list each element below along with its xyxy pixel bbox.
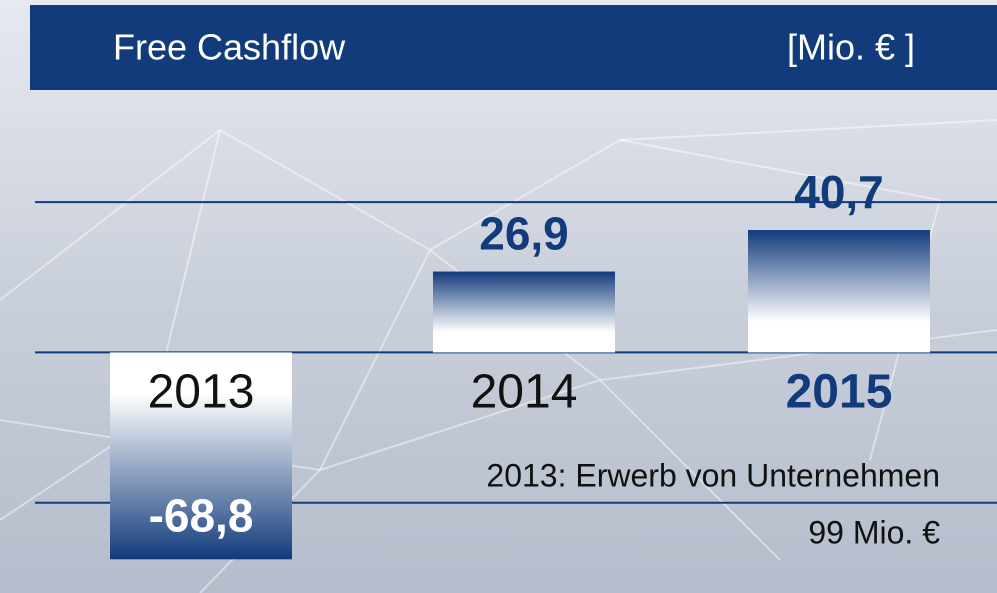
header-band — [30, 5, 997, 90]
annotation: 99 Mio. € — [808, 514, 940, 550]
x-tick-label: 2015 — [786, 366, 893, 419]
chart-title: Free Cashflow — [113, 27, 346, 68]
x-tick-label: 2013 — [148, 366, 255, 419]
bar — [110, 352, 292, 560]
annotation: 2013: Erwerb von Unternehmen — [486, 457, 940, 493]
bar — [748, 230, 930, 353]
bar — [433, 271, 615, 353]
value-label: 40,7 — [794, 166, 884, 218]
unit-label: [Mio. € ] — [787, 27, 915, 68]
value-label: 26,9 — [479, 208, 569, 260]
x-tick-label: 2014 — [471, 366, 578, 419]
value-label: -68,8 — [149, 489, 254, 541]
